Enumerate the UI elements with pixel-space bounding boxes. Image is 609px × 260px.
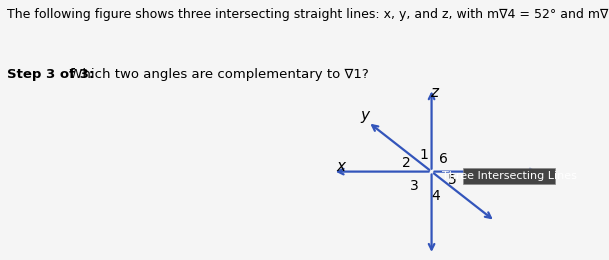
Text: 4: 4 xyxy=(431,188,440,203)
Text: 6: 6 xyxy=(438,152,448,166)
Text: Which two angles are complementary to ∇1?: Which two angles are complementary to ∇1… xyxy=(65,68,369,81)
Text: Three Intersecting Lines: Three Intersecting Lines xyxy=(442,171,577,181)
Text: 1: 1 xyxy=(420,148,428,162)
Text: 5: 5 xyxy=(448,173,457,187)
Text: 2: 2 xyxy=(402,156,411,170)
Text: x: x xyxy=(336,159,345,174)
Text: z: z xyxy=(430,85,438,100)
Text: Step 3 of 3:: Step 3 of 3: xyxy=(7,68,94,81)
FancyBboxPatch shape xyxy=(463,168,555,184)
Text: The following figure shows three intersecting straight lines: x, y, and z, with : The following figure shows three interse… xyxy=(7,8,609,21)
Text: y: y xyxy=(361,108,370,123)
Text: 3: 3 xyxy=(409,179,418,193)
